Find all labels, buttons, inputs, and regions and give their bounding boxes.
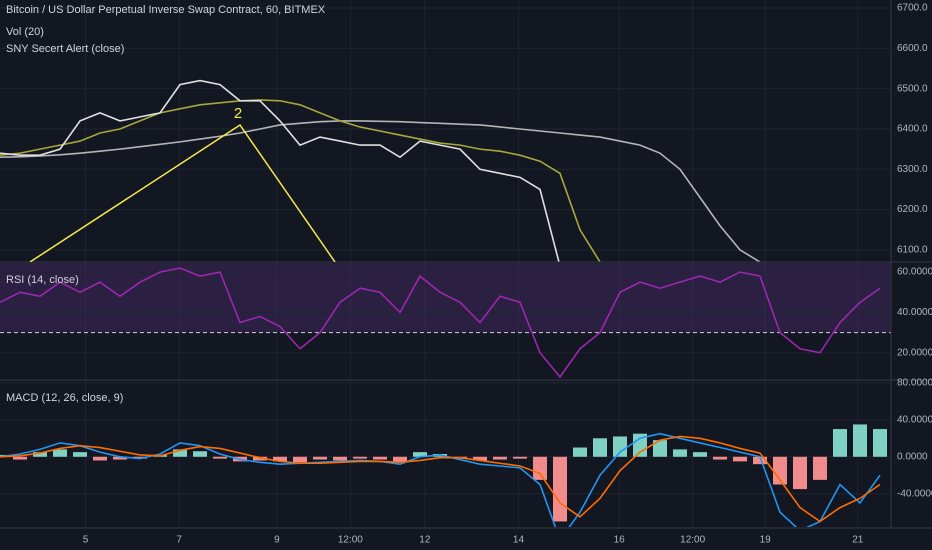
panel-title: RSI (14, close) [6, 274, 79, 286]
indicator-label: SNY Secert Alert (close) [6, 43, 124, 55]
histogram-bar [13, 456, 27, 460]
histogram-bar [133, 456, 147, 459]
histogram-bar [773, 456, 787, 485]
histogram-bar [413, 452, 427, 457]
histogram-bar [673, 449, 687, 457]
trend-drawing [29, 123, 336, 262]
histogram-bar [693, 452, 707, 457]
histogram-bar [253, 456, 267, 461]
annotation: 2 [234, 105, 242, 122]
x-tick-label: 12:00 [338, 535, 363, 546]
panel [0, 7, 891, 262]
histogram-bar [513, 456, 527, 459]
y-tick-label: 6200.0 [897, 204, 928, 215]
histogram-bar [193, 451, 207, 457]
histogram-bar [873, 429, 887, 457]
histogram-bar [533, 456, 547, 480]
y-tick-label: 6600.0 [897, 43, 928, 54]
histogram-bar [313, 456, 327, 460]
x-tick-label: 12:00 [680, 535, 705, 546]
histogram-bar [713, 456, 727, 460]
histogram-bar [93, 456, 107, 461]
histogram-bar [53, 449, 67, 457]
histogram-bar [173, 449, 187, 457]
series-line [0, 432, 881, 527]
histogram-bar [493, 456, 507, 460]
histogram-bar [593, 438, 607, 457]
histogram-bar [753, 456, 767, 465]
histogram-bar [213, 456, 227, 459]
x-tick-label: 19 [760, 535, 772, 546]
indicator-label: Vol (20) [6, 26, 44, 38]
x-tick-label: 9 [274, 535, 280, 546]
histogram-bar [833, 429, 847, 457]
y-tick-label: 6300.0 [897, 164, 928, 175]
histogram-bar [613, 436, 627, 457]
series-line [0, 435, 881, 523]
histogram-bar [793, 456, 807, 490]
panel [0, 263, 891, 379]
rsi-band [0, 263, 891, 333]
series-line [0, 267, 881, 379]
x-tick-label: 16 [614, 535, 626, 546]
y-tick-label: 80.0000 [897, 377, 932, 388]
y-tick-label: 0.0000 [897, 451, 928, 462]
histogram-bar [653, 440, 667, 457]
histogram-bar [573, 447, 587, 457]
chart-title: Bitcoin / US Dollar Perpetual Inverse Sw… [6, 4, 326, 16]
histogram-bar [853, 424, 867, 457]
series-line [0, 99, 601, 262]
y-tick-label: 6100.0 [897, 245, 928, 256]
histogram-bar [473, 456, 487, 461]
histogram-bar [73, 452, 87, 457]
series-line [0, 79, 560, 262]
histogram-bar [353, 456, 367, 459]
histogram-bar [373, 456, 387, 460]
x-tick-label: 12 [419, 535, 431, 546]
histogram-bar [813, 456, 827, 480]
y-tick-label: 6400.0 [897, 124, 928, 135]
histogram-bar [733, 456, 747, 462]
x-tick-label: 5 [83, 535, 89, 546]
y-tick-label: 40.0000 [897, 307, 932, 318]
histogram-bar [113, 456, 127, 460]
histogram-bar [273, 456, 287, 462]
y-tick-label: 60.0000 [897, 267, 932, 278]
panel [0, 382, 891, 527]
histogram-bar [333, 456, 347, 461]
y-tick-label: 20.0000 [897, 347, 932, 358]
panel-title: MACD (12, 26, close, 9) [6, 392, 123, 404]
histogram-bar [293, 456, 307, 463]
y-tick-label: 6500.0 [897, 83, 928, 94]
histogram-bar [553, 456, 567, 522]
histogram-bar [633, 433, 647, 457]
x-tick-label: 14 [513, 535, 525, 546]
plot-layer [0, 0, 891, 528]
histogram-bar [33, 452, 47, 457]
series-line [0, 120, 761, 262]
histogram-bar [393, 456, 407, 463]
drawing [29, 123, 336, 262]
x-tick-label: 21 [852, 535, 864, 546]
y-tick-label: 40.0000 [897, 414, 932, 425]
x-tick-label: 7 [176, 535, 182, 546]
y-tick-label: 6700.0 [897, 3, 928, 14]
y-tick-label: -40.0000 [897, 488, 932, 499]
